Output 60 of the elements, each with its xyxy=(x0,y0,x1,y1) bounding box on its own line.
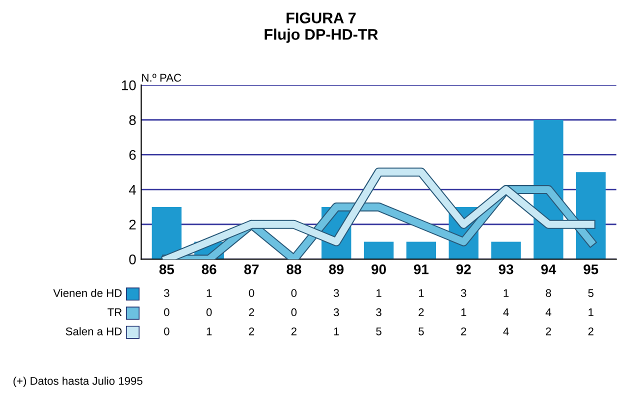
y-tick-label: 6 xyxy=(129,150,136,160)
data-label: 0 xyxy=(291,289,297,298)
y-tick-label: 0 xyxy=(129,254,136,264)
data-label: 5 xyxy=(418,328,424,336)
data-label: 3 xyxy=(164,289,170,298)
x-tick-label: 93 xyxy=(498,264,514,274)
data-label: 0 xyxy=(248,289,254,298)
data-label: 2 xyxy=(248,308,254,316)
data-label: 1 xyxy=(588,308,594,316)
text: (+) Datos hasta Julio 1995 xyxy=(14,376,142,388)
data-label: 1 xyxy=(206,289,212,297)
data-label: 1 xyxy=(461,308,466,316)
chart-title: FIGURA 7 Flujo DP-HD-TR xyxy=(264,12,378,43)
x-tick-label: 95 xyxy=(584,264,598,274)
data-label: 0 xyxy=(206,308,212,316)
x-tick-label: 89 xyxy=(329,264,344,274)
x-tick-label: 85 xyxy=(159,264,174,274)
bar xyxy=(406,242,436,260)
x-tick-label: 94 xyxy=(541,264,556,274)
x-tick-label: 86 xyxy=(202,264,216,274)
bar xyxy=(491,242,521,260)
bar xyxy=(364,242,394,260)
data-label: 2 xyxy=(546,327,551,336)
legend-label: TR xyxy=(108,308,122,316)
x-tick-label: 90 xyxy=(372,264,386,274)
data-label: 3 xyxy=(334,289,339,298)
data-label: 1 xyxy=(206,328,212,336)
data-label: 0 xyxy=(291,308,297,316)
x-tick-label: 88 xyxy=(286,264,302,274)
data-label: 1 xyxy=(504,289,509,297)
x-tick-label: 92 xyxy=(456,264,471,274)
bar xyxy=(152,206,182,260)
legend-label: Vienen de HD xyxy=(53,288,122,298)
data-label: 0 xyxy=(164,308,170,316)
data-label: 5 xyxy=(376,328,382,336)
data-label: 4 xyxy=(546,308,552,316)
data-label: 1 xyxy=(418,289,424,297)
y-tick-label: 8 xyxy=(129,115,136,126)
data-label: 2 xyxy=(418,308,424,316)
y-tick-label: 10 xyxy=(122,80,136,90)
legend-label: Salen a HD xyxy=(66,327,122,336)
data-label: 0 xyxy=(164,327,170,336)
data-label: 3 xyxy=(376,308,382,316)
x-tick-label: 87 xyxy=(244,264,259,274)
data-label: 1 xyxy=(334,328,339,336)
y-tick-label: 2 xyxy=(129,220,136,230)
data-label: 2 xyxy=(291,327,296,336)
data-label: 8 xyxy=(546,289,552,298)
data-label: 4 xyxy=(503,308,509,316)
data-label: 2 xyxy=(248,327,254,336)
data-label: 2 xyxy=(588,327,594,336)
data-label: 5 xyxy=(588,289,594,298)
data-label: 3 xyxy=(334,308,339,316)
data-label: 4 xyxy=(503,328,509,336)
data-label: 2 xyxy=(461,327,466,336)
data-label: 1 xyxy=(376,289,382,297)
y-tick-label: 4 xyxy=(128,185,136,195)
x-tick-label: 91 xyxy=(414,264,429,274)
data-label: 3 xyxy=(460,289,466,298)
y-axis-title: N.º PAC xyxy=(142,74,182,82)
